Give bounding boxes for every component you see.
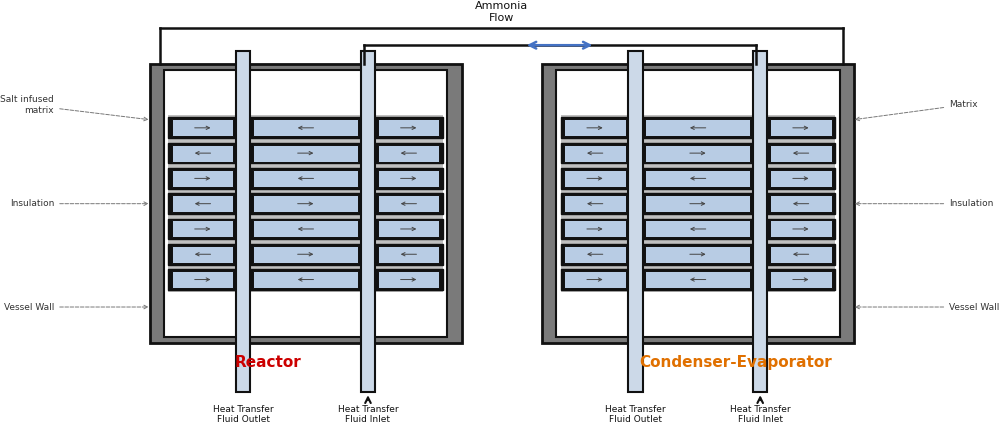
Bar: [770, 271, 832, 288]
Bar: [561, 269, 835, 290]
Bar: [561, 168, 835, 189]
Text: Matrix: Matrix: [856, 100, 978, 121]
Bar: [561, 193, 835, 214]
Bar: [378, 119, 439, 137]
Bar: [564, 246, 626, 263]
Bar: [168, 115, 443, 292]
Bar: [564, 195, 626, 212]
Text: Heat Transfer
Fluid Inlet: Heat Transfer Fluid Inlet: [730, 405, 791, 424]
Bar: [561, 244, 835, 265]
Bar: [253, 145, 358, 162]
Bar: [542, 64, 854, 343]
Bar: [564, 220, 626, 237]
Bar: [564, 145, 626, 162]
Bar: [168, 219, 443, 239]
Bar: [770, 220, 832, 237]
Bar: [645, 145, 750, 162]
Bar: [172, 170, 233, 187]
Text: Heat Transfer
Fluid Outlet: Heat Transfer Fluid Outlet: [213, 405, 273, 424]
Bar: [378, 170, 439, 187]
Bar: [168, 143, 443, 164]
Bar: [645, 170, 750, 187]
Bar: [168, 117, 443, 138]
Bar: [172, 246, 233, 263]
Bar: [253, 271, 358, 288]
Bar: [770, 145, 832, 162]
Text: Insulation: Insulation: [10, 199, 148, 208]
Bar: [378, 271, 439, 288]
Bar: [561, 115, 835, 292]
Text: Insulation: Insulation: [856, 199, 994, 208]
Bar: [150, 64, 462, 343]
Bar: [561, 143, 835, 164]
Bar: [645, 271, 750, 288]
Bar: [253, 170, 358, 187]
Bar: [564, 170, 626, 187]
Bar: [172, 195, 233, 212]
Bar: [236, 51, 250, 392]
Bar: [770, 195, 832, 212]
Bar: [645, 220, 750, 237]
Text: Heat Transfer
Fluid Inlet: Heat Transfer Fluid Inlet: [338, 405, 398, 424]
Bar: [253, 195, 358, 212]
Bar: [168, 269, 443, 290]
Bar: [253, 119, 358, 137]
Bar: [645, 119, 750, 137]
Bar: [770, 119, 832, 137]
Bar: [168, 244, 443, 265]
Bar: [770, 246, 832, 263]
Bar: [172, 145, 233, 162]
Bar: [253, 220, 358, 237]
Bar: [172, 271, 233, 288]
Text: Condenser-Evaporator: Condenser-Evaporator: [639, 354, 832, 370]
Bar: [168, 193, 443, 214]
Bar: [361, 51, 375, 392]
Text: Heat Transfer
Fluid Outlet: Heat Transfer Fluid Outlet: [605, 405, 666, 424]
Bar: [753, 51, 767, 392]
Bar: [770, 170, 832, 187]
Bar: [645, 195, 750, 212]
Bar: [628, 51, 643, 392]
Bar: [564, 119, 626, 137]
Bar: [253, 246, 358, 263]
Bar: [564, 271, 626, 288]
Text: Ammonia
Flow: Ammonia Flow: [475, 1, 528, 22]
Text: Vessel Wall: Vessel Wall: [856, 302, 1000, 312]
Bar: [378, 246, 439, 263]
Bar: [172, 119, 233, 137]
Bar: [378, 195, 439, 212]
Text: Vessel Wall: Vessel Wall: [4, 302, 148, 312]
Bar: [378, 220, 439, 237]
Bar: [556, 70, 840, 337]
Bar: [561, 117, 835, 138]
Bar: [645, 246, 750, 263]
Bar: [561, 219, 835, 239]
Bar: [378, 145, 439, 162]
Text: Salt infused
matrix: Salt infused matrix: [0, 95, 148, 121]
Bar: [172, 220, 233, 237]
Bar: [168, 168, 443, 189]
Bar: [164, 70, 447, 337]
Text: Reactor: Reactor: [235, 354, 302, 370]
